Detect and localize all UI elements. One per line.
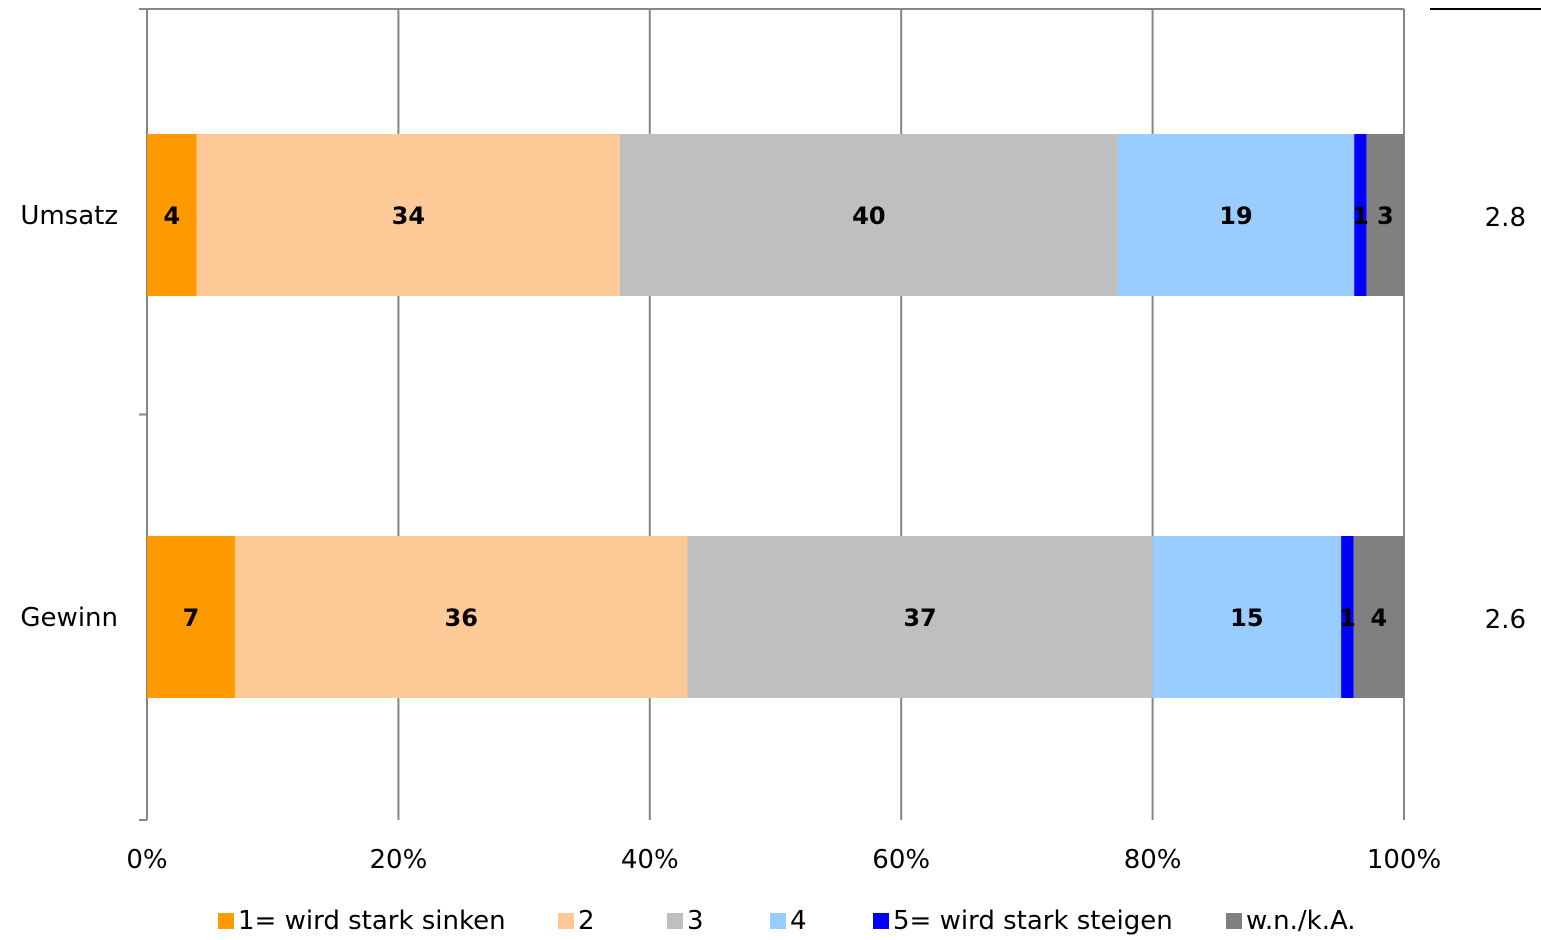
bar-segment: [619, 134, 1118, 296]
legend-swatch: [770, 913, 786, 929]
legend-label: 5= wird stark steigen: [893, 906, 1173, 936]
segment-value-label: 37: [903, 604, 936, 632]
x-tick-label: 0%: [126, 845, 167, 875]
legend-label: 2: [578, 906, 595, 936]
category-labels: Umsatz Gewinn: [20, 201, 118, 633]
legend-swatch: [558, 913, 574, 929]
legend-label: w.n./k.A.: [1246, 906, 1356, 936]
legend-item: w.n./k.A.: [1226, 908, 1356, 934]
x-tick-labels: 0% 20% 40% 60% 80% 100%: [126, 845, 1441, 875]
segment-value-label: 7: [183, 604, 200, 632]
segment-value-label: 4: [1371, 604, 1388, 632]
mean-value-label: 2.8: [1485, 203, 1526, 233]
segment-value-label: 15: [1230, 604, 1263, 632]
segment-value-label: 19: [1219, 202, 1252, 230]
bar-segment: [1354, 134, 1367, 296]
legend-label: 4: [790, 906, 807, 936]
legend-item: 1= wird stark sinken: [218, 908, 506, 934]
segment-value-label: 36: [445, 604, 478, 632]
mean-labels: 2.8 2.6: [1485, 203, 1526, 635]
segment-value-label: 34: [392, 202, 425, 230]
category-label: Gewinn: [20, 603, 118, 633]
legend-item: 2: [558, 908, 595, 934]
bar-segment: [234, 536, 688, 698]
segment-value-label: 3: [1377, 202, 1394, 230]
bar-segment: [1353, 536, 1404, 698]
bar-segments: [147, 134, 1404, 698]
legend-swatch: [1226, 913, 1242, 929]
legend-label: 1= wird stark sinken: [238, 906, 506, 936]
x-tick-label: 60%: [872, 845, 930, 875]
segment-value-label: 40: [852, 202, 885, 230]
legend-item: 5= wird stark steigen: [873, 908, 1173, 934]
x-tick-label: 80%: [1124, 845, 1182, 875]
x-tick-label: 100%: [1367, 845, 1441, 875]
bar-segment: [196, 134, 620, 296]
bar-segment: [1117, 134, 1355, 296]
bar-segment: [1366, 134, 1404, 296]
legend-swatch: [667, 913, 683, 929]
legend-swatch: [873, 913, 889, 929]
mean-value-label: 2.6: [1485, 605, 1526, 635]
bar-segment: [1152, 536, 1342, 698]
legend-label: 3: [687, 906, 704, 936]
segment-value-label: 4: [164, 202, 181, 230]
legend-item: 4: [770, 908, 807, 934]
bar-segment: [1341, 536, 1354, 698]
category-label: Umsatz: [20, 201, 118, 231]
grid-lines: [139, 8, 1405, 821]
legend: 1= wird stark sinken 2 3 4 5= wird stark ste…: [0, 896, 1541, 940]
legend-item: 3: [667, 908, 704, 934]
x-tick-label: 40%: [621, 845, 679, 875]
bar-segment: [687, 536, 1153, 698]
segment-value-label: 1: [1352, 202, 1369, 230]
segment-labels: 4 34 40 19 1 37 36 37 15 1 4: [164, 202, 1394, 632]
x-tick-label: 20%: [370, 845, 428, 875]
bar-segment: [147, 134, 197, 296]
legend-swatch: [218, 913, 234, 929]
bar-segment: [147, 536, 235, 698]
segment-value-label: 1: [1339, 604, 1356, 632]
